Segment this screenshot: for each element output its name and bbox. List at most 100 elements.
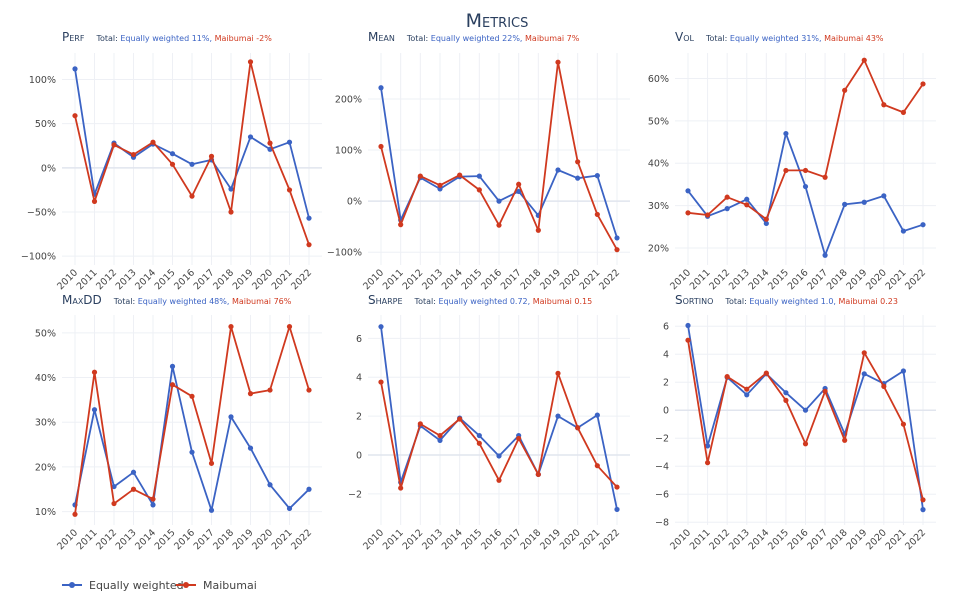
point-sortino-equally-weighted-2016[interactable]	[802, 407, 809, 413]
point-sharpe-equally-weighted-2013[interactable]	[437, 437, 443, 444]
point-maxdd-equally-weighted-2014[interactable]	[150, 502, 156, 508]
point-maxdd-maibumai-2019[interactable]	[247, 391, 254, 397]
point-sortino-maibumai-2022[interactable]	[920, 497, 926, 503]
point-vol-maibumai-2022[interactable]	[920, 81, 926, 87]
point-maxdd-maibumai-2021[interactable]	[286, 324, 293, 330]
point-vol-maibumai-2012[interactable]	[724, 194, 730, 200]
point-sharpe-equally-weighted-2015[interactable]	[476, 432, 482, 439]
point-maxdd-equally-weighted-2012[interactable]	[111, 483, 117, 490]
point-perf-equally-weighted-2018[interactable]	[228, 186, 234, 192]
point-sharpe-maibumai-2010[interactable]	[378, 379, 384, 385]
point-sortino-maibumai-2012[interactable]	[724, 374, 730, 380]
point-maxdd-equally-weighted-2020[interactable]	[267, 482, 273, 488]
point-maxdd-equally-weighted-2016[interactable]	[189, 449, 195, 455]
point-mean-maibumai-2014[interactable]	[457, 172, 463, 178]
point-mean-maibumai-2019[interactable]	[555, 59, 561, 65]
point-mean-maibumai-2022[interactable]	[614, 247, 620, 253]
point-vol-equally-weighted-2021[interactable]	[900, 228, 907, 234]
legend[interactable]: Equally weighted Maibumai	[62, 579, 257, 592]
point-perf-maibumai-2017[interactable]	[208, 153, 215, 159]
point-perf-maibumai-2014[interactable]	[150, 139, 156, 145]
point-sharpe-maibumai-2012[interactable]	[417, 421, 423, 427]
point-mean-maibumai-2016[interactable]	[496, 222, 502, 228]
point-sortino-maibumai-2016[interactable]	[802, 441, 809, 447]
point-sharpe-equally-weighted-2019[interactable]	[555, 413, 561, 419]
point-maxdd-equally-weighted-2019[interactable]	[247, 445, 254, 451]
point-maxdd-maibumai-2010[interactable]	[72, 511, 78, 517]
point-mean-maibumai-2017[interactable]	[516, 181, 522, 187]
point-sortino-equally-weighted-2013[interactable]	[744, 392, 750, 398]
point-sharpe-maibumai-2011[interactable]	[398, 485, 404, 491]
point-mean-maibumai-2013[interactable]	[437, 182, 443, 188]
point-vol-equally-weighted-2022[interactable]	[920, 222, 926, 228]
point-vol-equally-weighted-2013[interactable]	[744, 196, 750, 202]
point-vol-equally-weighted-2014[interactable]	[763, 220, 769, 227]
point-mean-maibumai-2010[interactable]	[378, 143, 384, 150]
point-perf-maibumai-2010[interactable]	[72, 113, 78, 119]
point-mean-maibumai-2012[interactable]	[417, 173, 423, 179]
point-vol-equally-weighted-2012[interactable]	[724, 206, 730, 212]
point-perf-equally-weighted-2010[interactable]	[72, 66, 78, 72]
point-perf-maibumai-2020[interactable]	[267, 140, 273, 146]
point-perf-maibumai-2012[interactable]	[111, 142, 117, 148]
point-mean-maibumai-2020[interactable]	[575, 159, 581, 165]
point-sortino-maibumai-2010[interactable]	[685, 337, 691, 343]
point-mean-equally-weighted-2016[interactable]	[496, 198, 502, 204]
point-mean-equally-weighted-2015[interactable]	[476, 173, 482, 179]
point-maxdd-maibumai-2011[interactable]	[91, 369, 98, 375]
point-sortino-equally-weighted-2010[interactable]	[685, 322, 691, 329]
point-sharpe-maibumai-2013[interactable]	[437, 432, 443, 439]
point-maxdd-equally-weighted-2013[interactable]	[130, 469, 137, 475]
point-vol-equally-weighted-2019[interactable]	[861, 199, 867, 205]
point-sharpe-maibumai-2022[interactable]	[614, 484, 620, 490]
point-sortino-equally-weighted-2021[interactable]	[900, 368, 907, 374]
legend-label-equally-weighted[interactable]: Equally weighted	[89, 579, 184, 592]
point-maxdd-maibumai-2012[interactable]	[111, 500, 117, 507]
point-sharpe-maibumai-2018[interactable]	[535, 471, 541, 478]
point-vol-maibumai-2011[interactable]	[704, 212, 711, 218]
point-perf-maibumai-2022[interactable]	[306, 242, 312, 248]
point-sortino-maibumai-2011[interactable]	[704, 460, 711, 466]
point-sharpe-maibumai-2020[interactable]	[575, 425, 581, 431]
point-vol-maibumai-2010[interactable]	[685, 210, 691, 216]
point-sharpe-maibumai-2015[interactable]	[476, 440, 482, 446]
point-vol-equally-weighted-2018[interactable]	[842, 201, 848, 207]
point-perf-equally-weighted-2021[interactable]	[286, 139, 293, 145]
point-vol-maibumai-2015[interactable]	[783, 167, 789, 174]
point-perf-maibumai-2019[interactable]	[247, 59, 254, 65]
point-mean-equally-weighted-2021[interactable]	[594, 173, 600, 179]
point-maxdd-equally-weighted-2021[interactable]	[286, 505, 293, 512]
point-maxdd-equally-weighted-2011[interactable]	[91, 407, 98, 413]
point-vol-equally-weighted-2020[interactable]	[881, 193, 887, 199]
point-vol-maibumai-2014[interactable]	[763, 216, 769, 222]
point-maxdd-maibumai-2013[interactable]	[130, 486, 137, 492]
point-maxdd-maibumai-2016[interactable]	[189, 393, 195, 399]
point-mean-equally-weighted-2019[interactable]	[555, 167, 561, 173]
point-perf-equally-weighted-2022[interactable]	[306, 215, 312, 221]
point-sharpe-equally-weighted-2021[interactable]	[594, 412, 600, 418]
point-maxdd-maibumai-2014[interactable]	[150, 496, 156, 502]
point-perf-maibumai-2013[interactable]	[130, 151, 137, 158]
point-sortino-equally-weighted-2011[interactable]	[704, 443, 711, 449]
point-sortino-equally-weighted-2019[interactable]	[861, 371, 867, 377]
point-mean-maibumai-2011[interactable]	[398, 222, 404, 228]
point-sortino-maibumai-2019[interactable]	[861, 350, 867, 356]
point-mean-equally-weighted-2020[interactable]	[575, 175, 581, 181]
point-maxdd-maibumai-2017[interactable]	[208, 460, 215, 466]
point-sharpe-maibumai-2021[interactable]	[594, 463, 600, 469]
point-mean-maibumai-2021[interactable]	[594, 211, 600, 218]
point-vol-equally-weighted-2017[interactable]	[822, 252, 828, 258]
point-sharpe-equally-weighted-2022[interactable]	[614, 506, 620, 513]
legend-label-maibumai[interactable]: Maibumai	[203, 579, 257, 592]
point-sortino-maibumai-2014[interactable]	[763, 370, 769, 376]
point-sharpe-equally-weighted-2010[interactable]	[378, 324, 384, 330]
point-sortino-maibumai-2017[interactable]	[822, 388, 828, 394]
point-sortino-equally-weighted-2015[interactable]	[783, 390, 789, 396]
point-perf-maibumai-2011[interactable]	[91, 198, 98, 204]
point-maxdd-equally-weighted-2018[interactable]	[228, 414, 234, 420]
point-perf-maibumai-2021[interactable]	[286, 187, 293, 193]
point-sortino-maibumai-2018[interactable]	[842, 437, 848, 443]
point-vol-maibumai-2019[interactable]	[861, 57, 867, 63]
point-mean-maibumai-2018[interactable]	[535, 227, 541, 233]
point-vol-equally-weighted-2016[interactable]	[802, 183, 809, 190]
